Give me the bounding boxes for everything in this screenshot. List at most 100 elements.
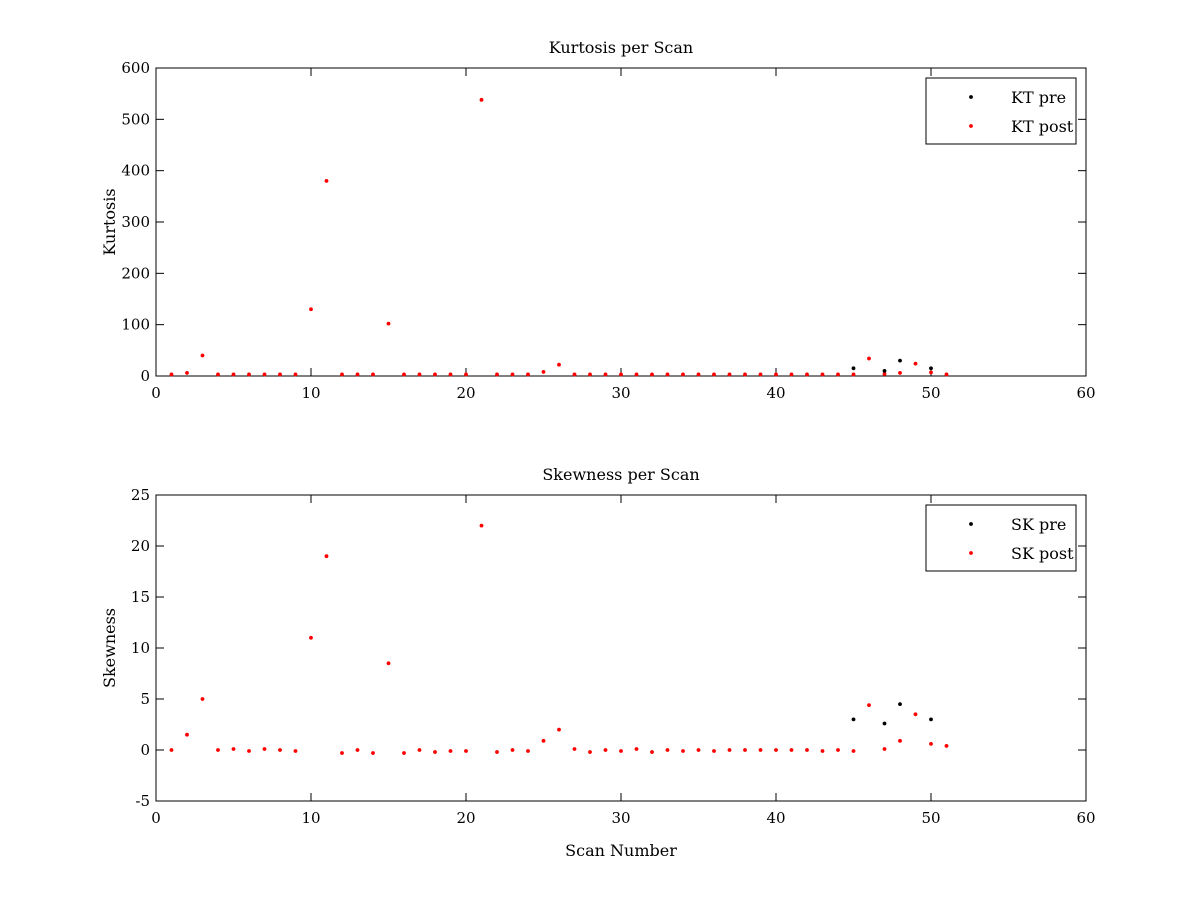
- skewness-post-point: [805, 748, 809, 752]
- skewness-y-tick-label: 10: [131, 639, 150, 657]
- skewness-post-point: [247, 749, 251, 753]
- skewness-post-point: [464, 749, 468, 753]
- skewness-pre-point: [929, 717, 933, 722]
- skewness-y-tick-label: 0: [140, 741, 150, 759]
- skewness-post-point: [851, 749, 856, 753]
- kurtosis-post-point: [200, 353, 205, 358]
- kurtosis-y-axis-label: Kurtosis: [100, 188, 119, 255]
- skewness-post-point: [185, 732, 189, 737]
- skewness-y-tick-label: -5: [135, 792, 150, 810]
- skewness-x-tick-label: 30: [611, 809, 630, 827]
- skewness-y-tick-label: 15: [131, 588, 150, 606]
- skewness-pre-point: [851, 717, 856, 722]
- kurtosis-y-tick-label: 100: [121, 316, 150, 334]
- skewness-post-point: [402, 751, 406, 755]
- kurtosis-post-point: [619, 372, 623, 377]
- skewness-post-point: [448, 749, 453, 753]
- kurtosis-post-point: [216, 372, 220, 377]
- kurtosis-post-point: [557, 362, 561, 367]
- skewness-post-point: [216, 748, 220, 752]
- kurtosis-post-point: [464, 372, 468, 377]
- skewness-y-tick-label: 25: [131, 486, 150, 504]
- kurtosis-post-point: [805, 372, 809, 377]
- kurtosis-post-point: [448, 372, 453, 377]
- kurtosis-legend: [925, 77, 1077, 145]
- skewness-x-tick-label: 40: [766, 809, 785, 827]
- kurtosis-post-point: [929, 370, 933, 375]
- kurtosis-post-point: [696, 372, 701, 377]
- skewness-post-point: [386, 661, 391, 666]
- kurtosis-post-point: [898, 371, 902, 375]
- kurtosis-pre-point: [851, 366, 856, 371]
- kurtosis-post-point: [526, 372, 530, 377]
- skewness-legend-post-marker: [969, 551, 973, 555]
- kurtosis-y-tick-label: 300: [121, 213, 150, 231]
- kurtosis-post-point: [510, 372, 515, 377]
- skewness-post-point: [355, 748, 360, 752]
- kurtosis-post-point: [340, 372, 344, 377]
- kurtosis-post-point: [278, 372, 282, 377]
- kurtosis-post-point: [417, 372, 422, 377]
- kurtosis-pre-point: [898, 358, 902, 363]
- skewness-post-point: [712, 749, 716, 753]
- kurtosis-legend-pre-label: KT pre: [1011, 88, 1066, 107]
- kurtosis-post-point: [913, 361, 918, 366]
- kurtosis-y-tick-label: 500: [121, 110, 150, 128]
- skewness-post-point: [929, 741, 933, 746]
- kurtosis-y-tick-label: 0: [140, 367, 150, 385]
- skewness-legend-post-label: SK post: [1011, 544, 1074, 563]
- kurtosis-post-point: [789, 372, 794, 377]
- kurtosis-post-point: [185, 371, 189, 375]
- kurtosis-legend-pre-marker: [969, 95, 973, 99]
- kurtosis-x-tick-label: 40: [766, 384, 785, 402]
- skewness-post-point: [882, 747, 887, 751]
- skewness-x-axis-label: Scan Number: [565, 841, 677, 860]
- skewness-post-point: [634, 747, 639, 751]
- kurtosis-post-point: [495, 372, 499, 377]
- skewness-post-point: [262, 747, 267, 751]
- skewness-post-point: [433, 750, 437, 754]
- kurtosis-post-point: [820, 372, 825, 377]
- kurtosis-x-tick-label: 50: [921, 384, 940, 402]
- kurtosis-post-point: [634, 372, 639, 377]
- skewness-post-point: [340, 751, 344, 755]
- skewness-post-point: [836, 748, 840, 752]
- kurtosis-x-tick-label: 10: [301, 384, 320, 402]
- skewness-post-point: [696, 748, 701, 752]
- kurtosis-post-point: [774, 372, 778, 377]
- kurtosis-post-point: [836, 372, 840, 377]
- kurtosis-post-point: [309, 307, 313, 312]
- skewness-x-tick-label: 0: [151, 809, 161, 827]
- kurtosis-y-tick-label: 200: [121, 264, 150, 282]
- kurtosis-post-point: [650, 372, 654, 377]
- skewness-post-point: [324, 554, 329, 559]
- kurtosis-post-point: [169, 372, 174, 377]
- kurtosis-legend-post-label: KT post: [1011, 117, 1074, 136]
- kurtosis-x-tick-label: 20: [456, 384, 475, 402]
- kurtosis-post-point: [851, 372, 856, 377]
- skewness-post-point: [820, 749, 825, 753]
- kurtosis-post-point: [402, 372, 406, 377]
- skewness-post-point: [603, 748, 608, 752]
- skewness-x-tick-label: 20: [456, 809, 475, 827]
- kurtosis-post-point: [541, 369, 546, 374]
- kurtosis-post-point: [882, 372, 887, 376]
- skewness-post-point: [278, 748, 282, 752]
- skewness-x-tick-label: 50: [921, 809, 940, 827]
- skewness-post-point: [727, 748, 732, 752]
- kurtosis-post-point: [944, 372, 949, 377]
- kurtosis-post-point: [293, 372, 298, 377]
- kurtosis-title: Kurtosis per Scan: [549, 38, 693, 57]
- skewness-post-point: [774, 748, 778, 752]
- kurtosis-panel: 0 10 20 30 40 50 600100200300400500600Kurtosis…: [100, 38, 1096, 402]
- kurtosis-post-point: [572, 372, 577, 377]
- skewness-post-point: [541, 738, 546, 743]
- kurtosis-post-point: [433, 372, 437, 377]
- kurtosis-post-point: [386, 321, 391, 326]
- skewness-y-tick-label: 20: [131, 537, 150, 555]
- kurtosis-y-tick-label: 400: [121, 162, 150, 180]
- kurtosis-post-point: [247, 372, 251, 377]
- skewness-post-point: [867, 703, 871, 708]
- kurtosis-post-point: [743, 372, 747, 377]
